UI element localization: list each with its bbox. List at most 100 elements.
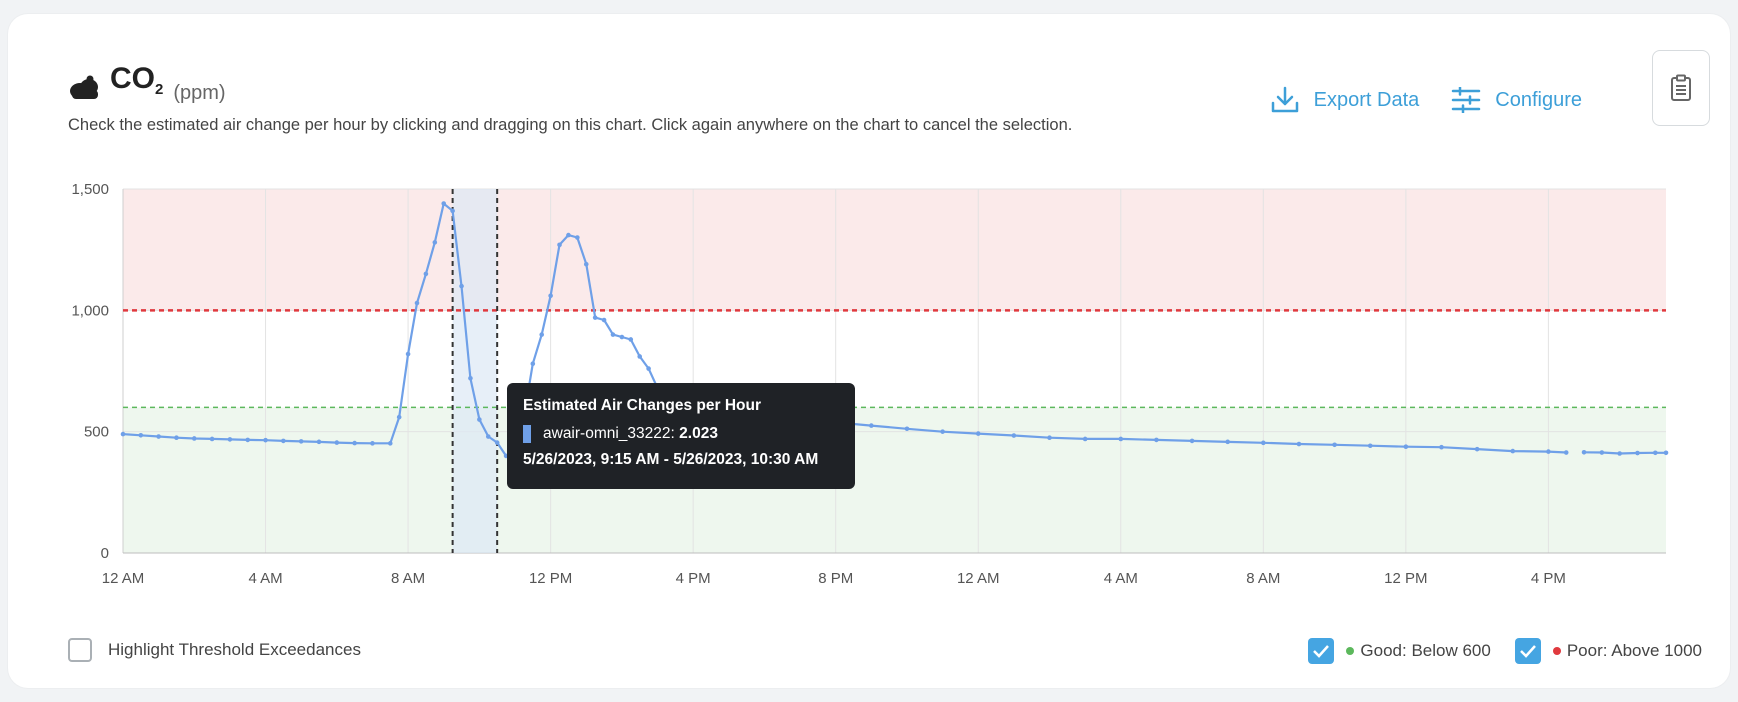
download-icon	[1271, 86, 1298, 113]
co2-data-point	[468, 375, 473, 381]
co2-data-point	[1189, 438, 1195, 444]
tooltip-series-row: awair-omni_33222: 2.023	[523, 425, 839, 443]
check-icon	[1519, 645, 1536, 658]
title-co2: CO2	[110, 62, 164, 99]
co2-data-point	[1663, 450, 1669, 456]
poor-label: Poor: Above 1000	[1566, 641, 1702, 660]
co2-data-point	[352, 440, 357, 446]
x-tick-label: 8 AM	[1246, 570, 1280, 587]
co2-data-point	[227, 437, 233, 442]
co2-data-point	[1011, 433, 1017, 438]
ach-tooltip: Estimated Air Changes per Hour awair-omn…	[507, 383, 855, 489]
good-checkbox[interactable]	[1308, 638, 1335, 664]
tooltip-title: Estimated Air Changes per Hour	[523, 397, 762, 414]
co2-data-point	[432, 240, 438, 245]
co2-data-point	[1118, 436, 1124, 442]
co2-data-point	[477, 417, 482, 422]
co2-data-point	[441, 201, 447, 206]
co2-data-point	[1617, 451, 1622, 456]
export-data-button[interactable]: Export Data	[1270, 86, 1419, 114]
co2-data-point	[138, 433, 144, 438]
configure-button[interactable]: Configure	[1451, 87, 1582, 113]
tooltip-swatch	[523, 425, 531, 443]
highlight-checkbox[interactable]	[68, 638, 92, 662]
x-tick-label: 4 AM	[1104, 570, 1138, 587]
co2-data-point	[245, 437, 251, 443]
co2-data-point	[156, 434, 161, 439]
co2-data-point	[263, 437, 268, 443]
title-unit: (ppm)	[173, 82, 226, 104]
good-dot	[1346, 647, 1355, 655]
co2-data-point	[1563, 450, 1569, 455]
configure-label: Configure	[1495, 88, 1582, 111]
co2-data-point	[1082, 436, 1088, 442]
x-tick-label: 4 PM	[1531, 570, 1566, 587]
co2-data-point	[191, 436, 197, 441]
co2-data-point	[174, 435, 179, 441]
tooltip-range: 5/26/2023, 9:15 AM - 5/26/2023, 10:30 AM	[523, 451, 819, 468]
chart-actions: Export Data Configure	[1238, 86, 1582, 114]
co2-data-point	[1635, 450, 1640, 456]
co2-data-point	[592, 315, 598, 320]
y-tick-label: 0	[101, 545, 109, 562]
selection-band	[452, 189, 498, 553]
co2-data-point	[557, 242, 562, 248]
co2-data-point	[1261, 440, 1266, 446]
co2-data-point	[575, 235, 580, 240]
x-tick-label: 12 AM	[102, 570, 145, 587]
co2-data-point	[539, 332, 545, 337]
co2-data-point	[494, 440, 500, 445]
co2-data-point	[601, 317, 607, 323]
check-icon	[1313, 645, 1330, 658]
co2-data-point	[646, 366, 651, 371]
co2-data-point	[1047, 435, 1052, 441]
y-tick-label: 500	[84, 424, 109, 441]
tooltip-series-name: awair-omni_33222	[543, 425, 671, 442]
x-tick-label: 8 AM	[391, 570, 425, 587]
co2-data-point	[423, 271, 429, 277]
co2-data-point	[370, 441, 375, 446]
poor-dot	[1552, 647, 1561, 655]
co2-data-point	[619, 334, 625, 340]
co2-data-point	[1546, 449, 1551, 454]
co2-data-point	[334, 440, 340, 445]
sliders-icon	[1452, 87, 1481, 113]
y-tick-label: 1,500	[71, 181, 109, 198]
poor-checkbox[interactable]	[1514, 638, 1541, 664]
legend-good[interactable]: Good: Below 600	[1308, 638, 1491, 664]
co2-data-point	[298, 439, 304, 444]
x-tick-label: 12 AM	[957, 570, 1000, 587]
tooltip-value: 2.023	[679, 425, 718, 442]
poor-band	[123, 189, 1666, 311]
highlight-label: Highlight Threshold Exceedances	[108, 640, 361, 659]
co2-data-point	[316, 439, 322, 445]
co2-data-point	[1296, 441, 1302, 447]
co2-data-point	[566, 232, 571, 238]
co2-series-line	[122, 202, 1567, 457]
co2-data-point	[610, 332, 616, 337]
co2-data-point	[120, 431, 126, 437]
co2-data-point	[1154, 437, 1159, 443]
co2-data-point	[583, 261, 589, 267]
clipboard-button[interactable]	[1652, 50, 1710, 126]
legend-poor[interactable]: Poor: Above 1000	[1514, 638, 1702, 664]
co2-data-point	[1439, 444, 1444, 450]
co2-data-point	[975, 431, 981, 436]
co2-data-point	[414, 300, 420, 306]
co2-data-point	[1332, 442, 1337, 448]
co2-data-point	[1653, 450, 1658, 456]
x-tick-label: 4 PM	[676, 570, 711, 587]
co2-data-point	[869, 423, 874, 428]
co2-data-point	[1581, 449, 1587, 455]
co2-chart-card: CO2 (ppm) Check the estimated air change…	[8, 14, 1730, 688]
co2-data-point	[548, 293, 553, 299]
co2-line-chart[interactable]: 12 AM 4 AM 8 AM 12 PM 4 PM 8 PM 12 AM 4 AM 8 AM 1…	[0, 0, 1738, 600]
co2-data-point	[459, 283, 464, 289]
highlight-threshold-toggle[interactable]: Highlight Threshold Exceedances	[68, 638, 361, 662]
co2-data-point	[904, 426, 910, 432]
co2-data-point	[1367, 443, 1373, 449]
x-tick-label: 4 AM	[248, 570, 282, 587]
threshold-legend: Good: Below 600 Poor: Above 1000	[1284, 638, 1702, 664]
x-tick-label: 12 PM	[529, 570, 572, 587]
co2-data-point	[405, 351, 411, 357]
